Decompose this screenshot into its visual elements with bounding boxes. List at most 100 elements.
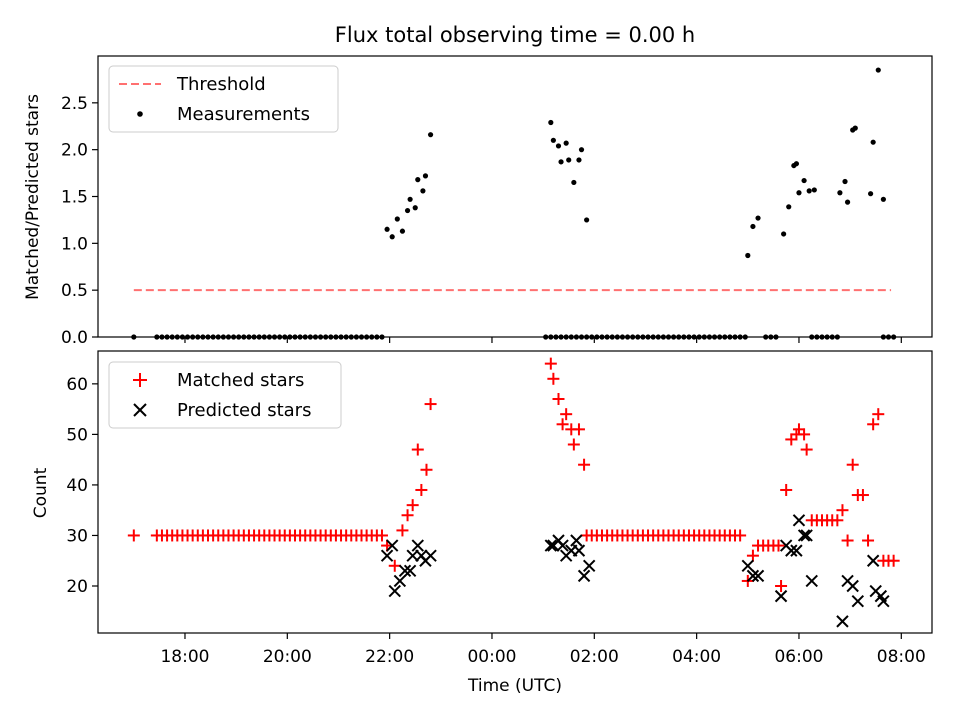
predicted-star-point bbox=[774, 589, 788, 603]
matched-star-point bbox=[415, 483, 428, 496]
measurement-point bbox=[796, 190, 802, 196]
measurement-point bbox=[578, 147, 585, 153]
predicted-star-point bbox=[851, 594, 865, 608]
measurement-point bbox=[412, 205, 418, 211]
measurement-point bbox=[786, 204, 792, 210]
bottom-x-tick-label: 22:00 bbox=[365, 647, 414, 667]
predicted-star-point bbox=[751, 569, 765, 583]
bottom-y-ticks: 20 30 40 50 60 bbox=[66, 375, 98, 597]
predicted-star-point bbox=[582, 559, 596, 572]
measurement-point bbox=[548, 119, 554, 126]
threshold-legend-label: Threshold bbox=[176, 74, 266, 95]
measurement-point bbox=[750, 223, 756, 230]
predicted-star-point bbox=[785, 544, 798, 557]
matched-star-point bbox=[867, 418, 880, 431]
top-y-ticks: 0.0 0.5 1.0 1.5 2.0 2.5 bbox=[61, 94, 98, 348]
predicted-star-point bbox=[388, 584, 401, 598]
bottom-y-axis-label: Count bbox=[31, 467, 51, 518]
matched-star-point bbox=[785, 433, 798, 446]
matched-star-point bbox=[800, 443, 813, 456]
matched-star-point bbox=[567, 438, 580, 451]
matched-star-point bbox=[420, 463, 433, 476]
matched-star-point bbox=[556, 418, 569, 431]
measurement-point bbox=[558, 159, 564, 165]
matched-star-point bbox=[798, 428, 811, 441]
bottom-x-tick-label: 08:00 bbox=[877, 647, 926, 667]
matched-star-point bbox=[887, 554, 900, 567]
predicted-star-point bbox=[797, 529, 811, 542]
bottom-plot-area bbox=[127, 357, 900, 628]
top-y-tick-label: 0.5 bbox=[61, 281, 88, 301]
matched-star-point bbox=[388, 559, 401, 572]
predicted-star-point bbox=[877, 594, 890, 608]
matched-star-point bbox=[862, 534, 875, 547]
measurement-point bbox=[427, 132, 434, 138]
predicted-star-point bbox=[805, 574, 818, 588]
measurement-point bbox=[399, 228, 406, 234]
measurements-legend-marker bbox=[137, 111, 143, 117]
matched-star-point bbox=[396, 524, 409, 537]
matched-star-point bbox=[560, 408, 573, 421]
measurement-point bbox=[415, 177, 421, 183]
matched-star-point bbox=[547, 372, 560, 385]
measurement-point bbox=[576, 157, 582, 163]
measurement-point bbox=[781, 231, 787, 237]
matched-legend-label: Matched stars bbox=[177, 370, 304, 391]
measurement-point bbox=[806, 188, 812, 194]
matched-star-point bbox=[544, 357, 557, 370]
measurement-point bbox=[868, 191, 874, 197]
bottom-x-tick-label: 04:00 bbox=[672, 647, 721, 667]
predicted-star-point bbox=[836, 615, 849, 628]
predicted-star-point bbox=[792, 514, 806, 527]
predicted-star-point bbox=[570, 534, 583, 547]
bottom-x-tick-label: 02:00 bbox=[570, 647, 619, 667]
bottom-y-tick-label: 60 bbox=[66, 375, 88, 395]
matched-star-point bbox=[572, 423, 585, 436]
measurement-point bbox=[550, 137, 556, 143]
predicted-star-point bbox=[398, 564, 412, 578]
measurement-point bbox=[389, 234, 395, 240]
top-y-tick-label: 1.5 bbox=[61, 188, 88, 208]
top-legend-box bbox=[108, 65, 339, 133]
predicted-star-point bbox=[393, 574, 407, 588]
measurement-point bbox=[420, 188, 426, 194]
predicted-star-point bbox=[800, 529, 813, 542]
predicted-legend-label: Predicted stars bbox=[177, 400, 311, 421]
matched-star-point bbox=[772, 539, 785, 552]
predicted-star-point bbox=[403, 564, 417, 578]
predicted-star-point bbox=[556, 539, 569, 552]
matched-star-point bbox=[856, 489, 869, 502]
bottom-legend: Matched stars Predicted stars bbox=[108, 361, 342, 429]
matched-star-point bbox=[780, 483, 793, 496]
bottom-legend-box bbox=[108, 361, 342, 429]
matched-star-point bbox=[127, 529, 140, 542]
measurement-point bbox=[407, 196, 413, 202]
matched-star-point bbox=[792, 423, 805, 436]
predicted-star-point bbox=[544, 539, 558, 552]
bottom-x-tick-label: 00:00 bbox=[467, 647, 516, 667]
measurement-point bbox=[745, 252, 751, 259]
predicted-star-point bbox=[846, 579, 859, 593]
bottom-panel: 20 30 40 50 60 18:00 20:00 22:00 00:00 02:00 04:0… bbox=[31, 350, 933, 696]
matched-star-point bbox=[841, 534, 854, 547]
matched-star-point bbox=[406, 499, 419, 512]
top-y-tick-label: 2.0 bbox=[61, 141, 88, 161]
matched-star-point bbox=[375, 529, 388, 542]
top-legend: Threshold Measurements bbox=[108, 65, 339, 133]
measurements-legend-label: Measurements bbox=[177, 104, 310, 125]
measurement-point bbox=[842, 178, 848, 185]
measurement-point bbox=[870, 139, 876, 145]
measurement-point bbox=[811, 187, 817, 193]
predicted-star-point bbox=[746, 569, 760, 583]
x-axis-label: Time (UTC) bbox=[467, 676, 562, 696]
measurement-point bbox=[555, 143, 562, 149]
bottom-y-tick-label: 20 bbox=[66, 577, 88, 597]
measurement-point bbox=[880, 196, 886, 202]
bottom-x-ticks: 18:00 20:00 22:00 00:00 02:00 04:00 06:00 08:00 bbox=[160, 633, 926, 667]
measurement-point bbox=[571, 179, 577, 186]
predicted-legend-marker bbox=[133, 403, 147, 417]
matched-star-point bbox=[872, 408, 885, 421]
bottom-axes-frame bbox=[97, 350, 933, 634]
top-y-tick-label: 1.0 bbox=[61, 234, 88, 254]
measurement-point bbox=[394, 216, 400, 222]
